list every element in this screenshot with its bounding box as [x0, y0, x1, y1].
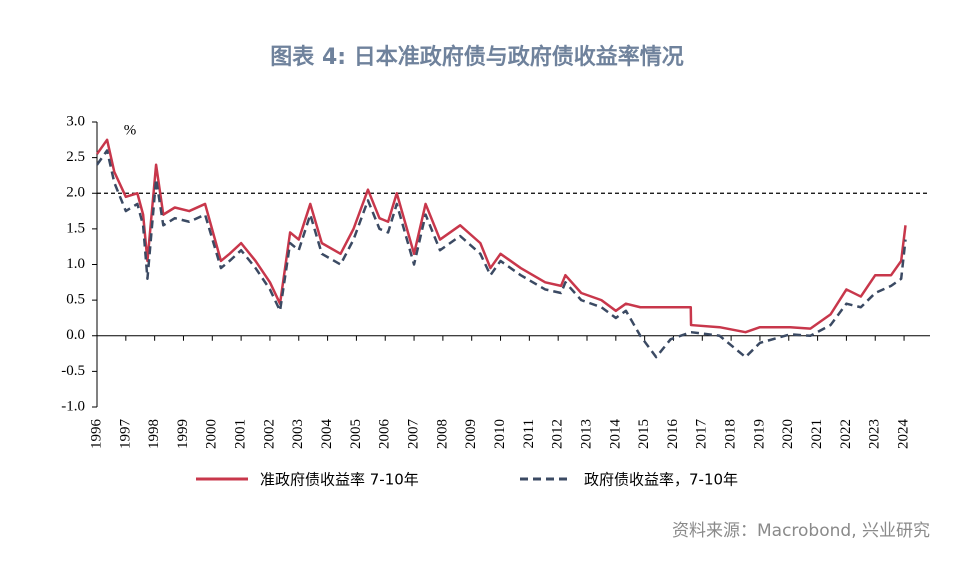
x-tick-label: 2017 — [694, 419, 710, 450]
x-tick-label: 2021 — [809, 419, 825, 449]
x-tick-label: 1998 — [146, 419, 162, 449]
y-tick-label: 1.5 — [66, 220, 85, 236]
x-tick-label: 2009 — [463, 419, 479, 449]
x-tick-label: 2005 — [348, 419, 364, 449]
x-tick-label: 2013 — [578, 419, 594, 449]
y-tick-label: -1.0 — [61, 398, 85, 414]
x-tick-label: 2015 — [636, 419, 652, 449]
x-tick-label: 2019 — [751, 419, 767, 449]
x-tick-label: 2002 — [261, 419, 277, 449]
y-tick-label: 2.0 — [66, 185, 85, 201]
y-tick-label: 0.0 — [66, 327, 85, 343]
x-tick-label: 2022 — [838, 419, 854, 449]
y-unit: % — [124, 122, 137, 138]
x-tick-label: 2012 — [550, 419, 566, 449]
x-tick-label: 2010 — [492, 419, 508, 449]
x-tick-label: 2014 — [607, 419, 623, 450]
y-tick-label: -0.5 — [61, 363, 85, 379]
x-tick-label: 2018 — [723, 419, 739, 449]
x-tick-label: 1996 — [88, 419, 104, 450]
source: 资料来源：Macrobond, 兴业研究 — [672, 521, 930, 541]
x-tick-label: 2004 — [319, 419, 335, 450]
y-tick-label: 1.0 — [66, 256, 85, 272]
x-tick-label: 1997 — [117, 419, 133, 450]
x-tick-label: 2003 — [290, 419, 306, 449]
x-tick-label: 2011 — [521, 419, 537, 448]
x-tick-label: 2023 — [867, 419, 883, 449]
x-tick-label: 2006 — [377, 419, 393, 450]
y-tick-label: 3.0 — [66, 113, 85, 129]
x-tick-label: 2024 — [895, 419, 911, 450]
legend-label: 政府债收益率，7-10年 — [584, 471, 738, 489]
y-tick-label: 0.5 — [66, 292, 85, 308]
x-tick-label: 2001 — [233, 419, 249, 449]
y-tick-label: 2.5 — [66, 149, 85, 165]
chart-title: 图表 4: 日本准政府债与政府债收益率情况 — [270, 44, 683, 70]
series-line — [95, 149, 907, 359]
x-tick-label: 1999 — [175, 419, 191, 449]
x-tick-label: 2007 — [405, 419, 421, 450]
x-tick-label: 2000 — [204, 419, 220, 449]
x-tick-label: 2020 — [780, 419, 796, 449]
x-tick-label: 2016 — [665, 419, 681, 450]
legend-label: 准政府债收益率 7-10年 — [260, 471, 419, 489]
x-tick-label: 2008 — [434, 419, 450, 449]
series-line — [95, 138, 907, 334]
